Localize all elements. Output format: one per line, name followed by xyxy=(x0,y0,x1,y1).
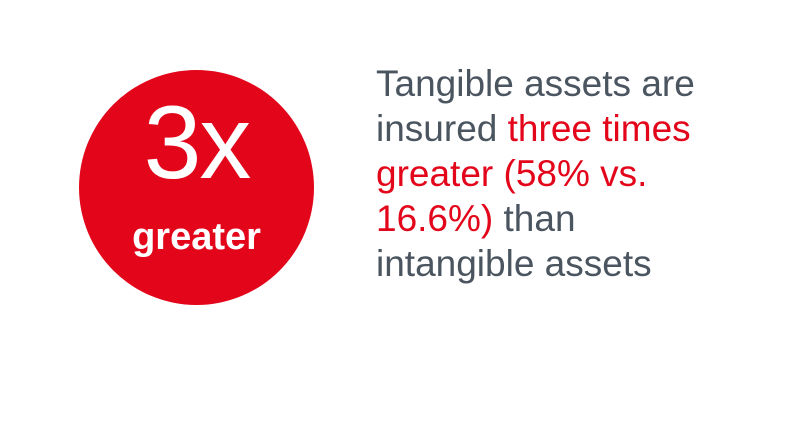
stat-badge: 3x greater xyxy=(79,70,314,305)
statement-highlight-2: greater (58% vs. xyxy=(376,153,648,194)
badge-label: greater xyxy=(132,216,261,258)
badge-value: 3x xyxy=(143,85,252,201)
statement-text: Tangible assets are insured three times … xyxy=(376,61,786,286)
statement-line-1: Tangible assets are xyxy=(376,63,695,104)
statement-highlight-3: 16.6%) xyxy=(376,198,494,239)
statement-line-5: intangible assets xyxy=(376,243,652,284)
statement-highlight-1: three times xyxy=(507,108,691,149)
statement-line-2-prefix: insured xyxy=(376,108,508,149)
statement-line-4-suffix: than xyxy=(493,198,576,239)
